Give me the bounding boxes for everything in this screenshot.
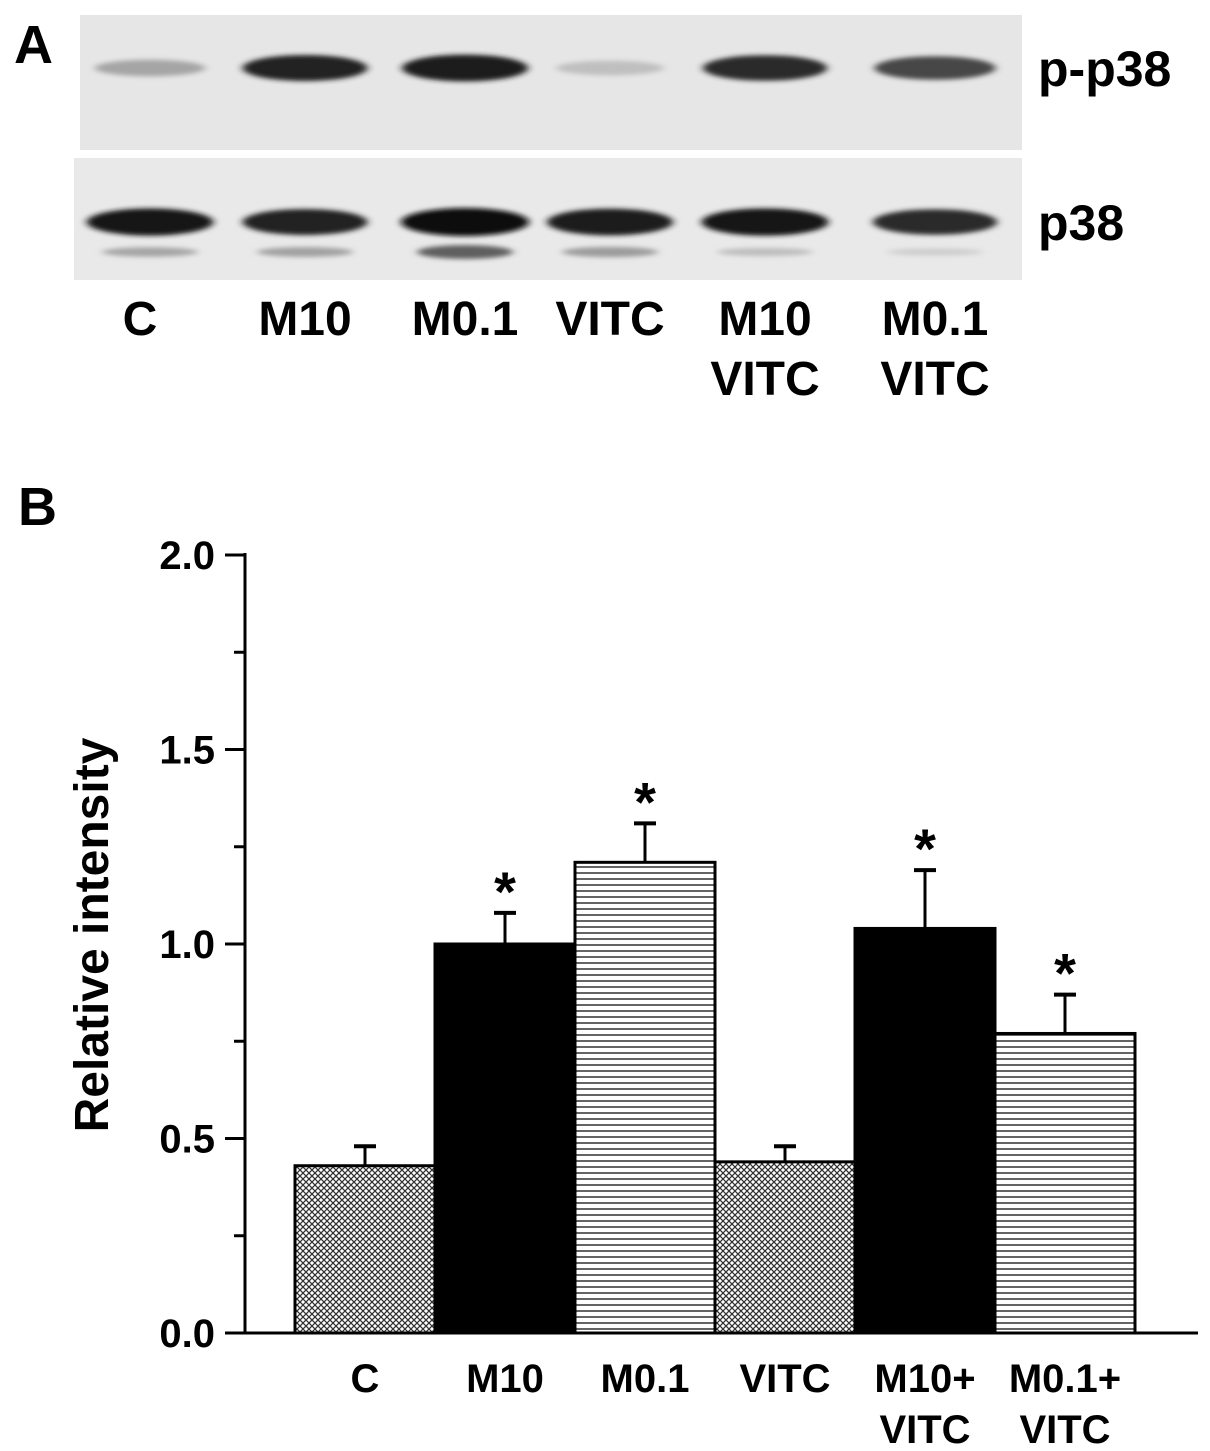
blot-band <box>242 54 368 82</box>
bar <box>573 860 717 1335</box>
significance-star: * <box>494 860 516 923</box>
x-tick-label: VITC <box>739 1357 830 1401</box>
blot-band <box>546 208 674 236</box>
bar <box>853 926 997 1335</box>
lane-label-line2: VITC <box>880 353 989 406</box>
blot-strip-p-p38: p-p38 <box>80 15 1171 150</box>
panel-a-letter: A <box>14 15 53 75</box>
lane-label-line2: VITC <box>710 353 819 406</box>
blot-membrane <box>74 158 1022 280</box>
blot-lower-band <box>562 246 658 258</box>
y-axis-label: Relative intensity <box>66 737 119 1132</box>
blot-band <box>874 56 996 80</box>
blot-lower-band <box>102 247 198 257</box>
bar <box>293 1164 437 1335</box>
blot-lower-band <box>887 248 983 256</box>
blot-band <box>702 55 828 81</box>
significance-star: * <box>634 770 656 833</box>
y-tick-label: 2.0 <box>159 534 215 578</box>
blot-band <box>701 208 829 236</box>
bar <box>713 1160 857 1335</box>
lane-label: M0.1 <box>412 293 519 346</box>
blot-membrane <box>80 15 1022 150</box>
blot-lower-band <box>417 245 513 259</box>
bar <box>433 942 577 1335</box>
lane-label: M10 <box>718 293 811 346</box>
blot-band <box>401 54 529 82</box>
lane-label: C <box>123 293 158 346</box>
y-tick-label: 1.5 <box>159 729 215 773</box>
x-tick-label: M0.1+ <box>1009 1357 1121 1401</box>
x-tick-label: M10 <box>466 1357 544 1401</box>
y-tick-label: 0.5 <box>159 1118 215 1162</box>
x-tick-label-line2: VITC <box>1019 1408 1110 1451</box>
blot-lower-band <box>717 247 813 257</box>
blot-band <box>242 208 368 236</box>
lane-label: M10 <box>258 293 351 346</box>
blot-band <box>401 208 529 236</box>
western-blot-panel: p-p38 p38 C M10 M0.1 VITC M10 VITC M0.1 VITC <box>74 15 1171 406</box>
blot-band <box>872 209 998 235</box>
panel-b-letter: B <box>18 477 57 537</box>
x-tick-label: C <box>351 1357 380 1401</box>
lane-label: M0.1 <box>882 293 989 346</box>
significance-star: * <box>914 817 936 880</box>
y-tick-label: 0.0 <box>159 1312 215 1356</box>
blot-row-label: p38 <box>1038 195 1124 251</box>
lane-label: VITC <box>555 293 664 346</box>
x-tick-label: M0.1 <box>601 1357 690 1401</box>
x-tick-label-line2: VITC <box>879 1408 970 1451</box>
blot-strip-p38: p38 <box>74 158 1124 280</box>
blot-band <box>94 59 206 77</box>
significance-star: * <box>1054 942 1076 1005</box>
x-tick-label: M10+ <box>874 1357 975 1401</box>
blot-row-label: p-p38 <box>1038 41 1171 97</box>
y-tick-label: 1.0 <box>159 923 215 967</box>
bar <box>993 1031 1137 1335</box>
blot-band <box>86 208 214 236</box>
blot-lower-band <box>257 247 353 257</box>
blot-band <box>556 60 664 76</box>
